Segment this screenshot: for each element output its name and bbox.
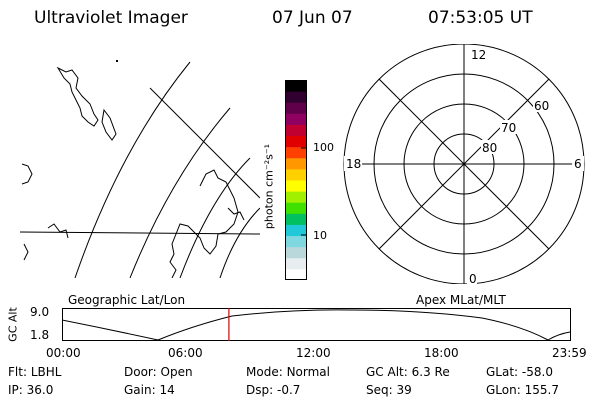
colorbar-swatch — [285, 124, 307, 137]
info-glon-value: 155.7 — [524, 383, 559, 397]
mlt-label-12: 12 — [471, 48, 486, 62]
altitude-curve — [62, 309, 571, 341]
colorbar-swatch — [285, 113, 307, 125]
instrument-title: Ultraviolet Imager — [34, 8, 188, 28]
info-ip-value: 36.0 — [26, 383, 54, 397]
info-ip-key: IP: — [8, 383, 23, 397]
timeline-xtick-0000: 00:00 — [46, 346, 81, 360]
timeline-ytick-bottom: 1.8 — [30, 328, 50, 342]
info-door: Door: Open — [124, 365, 193, 379]
info-gcalt-key: GC Alt: — [366, 365, 408, 379]
timeline-ylabel: GC Alt — [6, 307, 20, 342]
info-door-key: Door: — [124, 365, 157, 379]
info-mode: Mode: Normal — [246, 365, 330, 379]
info-seq-key: Seq: — [366, 383, 393, 397]
color-scale-bar — [285, 80, 307, 280]
info-gain-value: 14 — [159, 383, 175, 397]
info-gcalt: GC Alt: 6.3 Re — [366, 365, 450, 379]
colorbar-swatch — [285, 146, 307, 159]
info-seq-value: 39 — [396, 383, 412, 397]
colorbar-swatch — [285, 257, 307, 270]
colorbar-unit-label: photon cm⁻²s⁻¹ — [262, 143, 276, 230]
info-mode-value: Normal — [286, 365, 330, 379]
latitude-arc — [74, 61, 191, 278]
info-glon-key: GLon: — [486, 383, 521, 397]
info-door-value: Open — [160, 365, 193, 379]
colorbar-swatch — [285, 102, 307, 114]
latitude-arc — [129, 107, 231, 278]
colorbar-swatch — [285, 224, 307, 237]
info-gcalt-value: 6.3 Re — [411, 365, 450, 379]
geographic-map — [20, 60, 260, 278]
colorbar-tick-100: 100 — [313, 141, 334, 154]
info-flt-key: Flt: — [8, 365, 27, 379]
colorbar-swatch — [285, 213, 307, 225]
mlt-label-18: 18 — [346, 157, 361, 171]
info-glat: GLat: -58.0 — [486, 365, 553, 379]
colorbar-tick-10: 10 — [313, 229, 327, 242]
info-flt: Flt: LBHL — [8, 365, 61, 379]
colorbar-swatch — [285, 168, 307, 181]
colorbar-swatch — [285, 191, 307, 203]
colorbar-swatch — [285, 157, 307, 170]
map-dot — [116, 60, 118, 62]
info-dsp-key: Dsp: — [246, 383, 274, 397]
colorbar-swatch — [285, 135, 307, 148]
mlt-label-6: 6 — [574, 157, 582, 171]
info-glon: GLon: 155.7 — [486, 383, 559, 397]
info-gain: Gain: 14 — [124, 383, 175, 397]
timeline-xtick-1800: 18:00 — [424, 346, 459, 360]
geographic-caption: Geographic Lat/Lon — [68, 293, 186, 307]
mlat-label-60: 60 — [534, 99, 549, 113]
longitude-line — [149, 87, 260, 199]
coastline-island — [101, 108, 117, 141]
timeline-frame — [62, 308, 571, 341]
info-glat-value: -58.0 — [521, 365, 553, 379]
altitude-timeline — [62, 308, 571, 341]
colorbar-swatch — [285, 235, 307, 248]
coastline-australia — [169, 169, 239, 278]
colorbar-swatch — [285, 202, 307, 214]
mlt-label-0: 0 — [469, 272, 477, 284]
latitude-arc — [179, 157, 251, 278]
colorbar-swatch — [285, 246, 307, 259]
info-gain-key: Gain: — [124, 383, 156, 397]
timeline-xtick-1200: 12:00 — [296, 346, 331, 360]
time-label: 07:53:05 UT — [428, 8, 533, 28]
colorbar-swatch — [285, 180, 307, 192]
info-dsp-value: -0.7 — [276, 383, 301, 397]
coastline-new-zealand — [56, 66, 99, 127]
info-dsp: Dsp: -0.7 — [246, 383, 300, 397]
colorbar-swatch — [285, 80, 307, 92]
colorbar-swatch — [285, 268, 307, 280]
coastline-fragment — [21, 163, 33, 185]
date-label: 07 Jun 07 — [272, 8, 353, 28]
timeline-xtick-2359: 23:59 — [552, 346, 587, 360]
info-seq: Seq: 39 — [366, 383, 412, 397]
timeline-ytick-top: 9.0 — [30, 305, 50, 319]
polar-mlat-mlt-plot: 12 18 6 0 80 70 60 — [343, 44, 585, 284]
info-mode-key: Mode: — [246, 365, 283, 379]
colorbar-swatch — [285, 91, 307, 103]
mlat-label-70: 70 — [501, 121, 516, 135]
meridian-diagonal — [378, 78, 550, 250]
coastline-fragment — [227, 207, 245, 221]
mlat-label-80: 80 — [482, 141, 497, 155]
info-flt-value: LBHL — [30, 365, 62, 379]
coastline-fragment — [23, 243, 29, 261]
info-glat-key: GLat: — [486, 365, 519, 379]
info-ip: IP: 36.0 — [8, 383, 53, 397]
latitude-arc — [219, 207, 260, 278]
timeline-xtick-0600: 06:00 — [168, 346, 203, 360]
coastline-fragment — [47, 223, 69, 239]
apex-caption: Apex MLat/MLT — [416, 293, 506, 307]
